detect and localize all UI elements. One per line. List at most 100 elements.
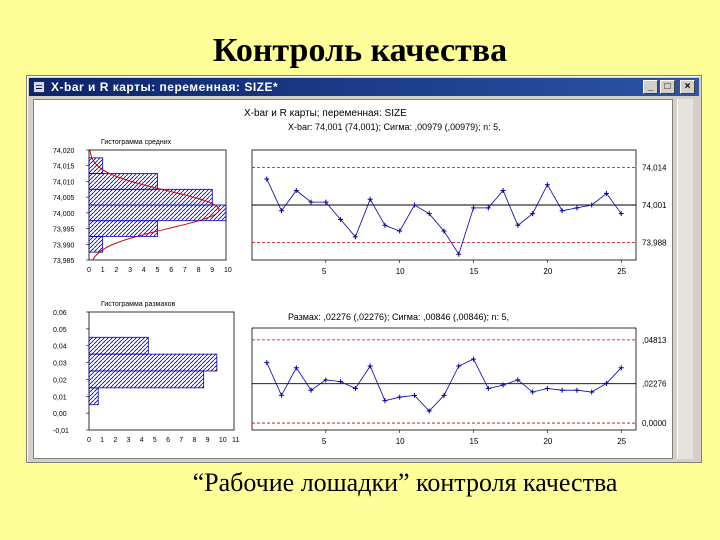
control-charts: X-bar и R карты; переменная: SIZE X-bar:… xyxy=(53,108,667,446)
data-point xyxy=(441,228,447,234)
data-point xyxy=(589,202,595,208)
data-point xyxy=(382,398,388,404)
hist-xtick-label: 4 xyxy=(142,267,146,274)
limit-label: 73,988 xyxy=(642,239,667,248)
hist-ytick-label: 73,990 xyxy=(53,242,75,249)
hist-xtick-label: 11 xyxy=(232,437,239,444)
histogram-ranges: Гистограмма размахов 0,06 0,05 0,04 0,03 0,02… xyxy=(53,301,239,444)
data-point xyxy=(485,205,491,211)
hist-xtick-label: 10 xyxy=(224,267,232,274)
limit-label: 74,001 xyxy=(642,201,667,210)
data-point xyxy=(559,208,565,214)
data-point xyxy=(574,205,580,211)
data-point xyxy=(264,360,270,366)
window-titlebar[interactable]: X-bar и R карты: переменная: SIZE* _ □ × xyxy=(29,78,699,96)
hist-xtick-label: 1 xyxy=(101,267,105,274)
slide-title: Контроль качества xyxy=(212,32,508,69)
control-xtick-label: 20 xyxy=(543,437,552,446)
range-chart: Размах: ,02276 (,02276); Сигма: ,00846 (… xyxy=(251,312,667,446)
hist-xtick-label: 6 xyxy=(166,437,170,444)
hist-ytick-label: 0,03 xyxy=(53,361,67,368)
data-point xyxy=(382,222,388,228)
hist-xtick-label: 9 xyxy=(206,437,210,444)
hist-ytick-label: 0,01 xyxy=(53,394,67,401)
chart-canvas: X-bar и R карты; переменная: SIZE X-bar:… xyxy=(33,99,673,459)
data-point xyxy=(589,389,595,395)
hist-xtick-label: 4 xyxy=(140,437,144,444)
data-point xyxy=(323,377,329,383)
maximize-button[interactable]: □ xyxy=(660,80,675,94)
data-point xyxy=(603,190,609,196)
hist-bar xyxy=(88,220,158,237)
hist-xtick-label: 7 xyxy=(183,267,187,274)
chart-window: X-bar и R карты: переменная: SIZE* _ □ ×… xyxy=(26,75,702,463)
hist-bar xyxy=(88,353,218,372)
limit-label: ,04813 xyxy=(642,336,667,345)
hist-xtick-label: 3 xyxy=(128,267,132,274)
hist-ytick-label: 74,020 xyxy=(53,148,75,155)
data-point xyxy=(471,356,477,362)
data-point xyxy=(500,188,506,194)
hist-bar xyxy=(88,370,205,389)
data-point xyxy=(456,363,462,369)
data-point xyxy=(293,188,299,194)
normal-curve xyxy=(89,149,220,261)
data-point xyxy=(618,211,624,217)
hist-xtick-label: 8 xyxy=(197,267,201,274)
slide-caption: “Рабочие лошадки” контроля качества xyxy=(192,468,618,497)
data-point xyxy=(279,208,285,214)
minimize-button[interactable]: _ xyxy=(643,80,658,94)
data-point xyxy=(338,379,344,385)
hist-xtick-label: 0 xyxy=(87,437,91,444)
data-point xyxy=(397,228,403,234)
vertical-scrollbar[interactable] xyxy=(677,99,693,459)
data-point xyxy=(456,251,462,257)
control-xtick-label: 10 xyxy=(396,437,405,446)
hist-ytick-label: 74,015 xyxy=(53,164,75,171)
hist-ytick-label: 73,995 xyxy=(53,227,75,234)
hist-bar xyxy=(88,336,149,355)
hist-ytick-label: 74,010 xyxy=(53,179,75,186)
control-xtick-label: 25 xyxy=(617,267,626,276)
chart-app-icon[interactable] xyxy=(33,81,45,93)
hist-xtick-label: 9 xyxy=(210,267,214,274)
hist-bar xyxy=(88,236,104,253)
control-xtick-label: 25 xyxy=(617,437,626,446)
data-point xyxy=(485,386,491,392)
hist-ytick-label: 0,00 xyxy=(53,411,67,418)
data-point xyxy=(530,211,536,217)
limit-label: 74,014 xyxy=(642,163,667,172)
control-xtick-label: 5 xyxy=(322,267,327,276)
hist-xtick-label: 1 xyxy=(100,437,104,444)
data-point xyxy=(352,234,358,240)
hist-bar xyxy=(88,387,99,406)
hist-bar xyxy=(88,173,158,190)
hist-xtick-label: 7 xyxy=(179,437,183,444)
control-xtick-label: 15 xyxy=(470,267,479,276)
data-point xyxy=(367,196,373,202)
control-chart-title: Размах: ,02276 (,02276); Сигма: ,00846 (… xyxy=(288,312,509,322)
hist-ytick-label: 74,005 xyxy=(53,195,75,202)
control-xtick-label: 5 xyxy=(322,437,327,446)
data-point xyxy=(338,216,344,222)
data-point xyxy=(308,199,314,205)
data-point xyxy=(323,199,329,205)
data-point xyxy=(515,222,521,228)
data-point xyxy=(441,392,447,398)
hist-ytick-label: 73,985 xyxy=(53,258,75,265)
hist-xtick-label: 5 xyxy=(156,267,160,274)
window-title: X-bar и R карты: переменная: SIZE* xyxy=(51,80,279,94)
chart-header-line1: X-bar и R карты; переменная: SIZE xyxy=(244,108,407,119)
hist-ytick-label: -0,01 xyxy=(53,428,69,435)
data-point xyxy=(367,363,373,369)
data-point xyxy=(559,387,565,393)
data-point xyxy=(530,389,536,395)
close-button[interactable]: × xyxy=(680,80,695,94)
data-point xyxy=(264,176,270,182)
data-point xyxy=(426,408,432,414)
histogram-means: Гистограмма средних 74,020 74,015 74,010 74,… xyxy=(53,139,232,274)
data-point xyxy=(544,386,550,392)
chart-header-line2: X-bar: 74,001 (74,001); Сигма: ,00979 (,… xyxy=(288,122,501,132)
data-point xyxy=(411,202,417,208)
data-point xyxy=(411,392,417,398)
